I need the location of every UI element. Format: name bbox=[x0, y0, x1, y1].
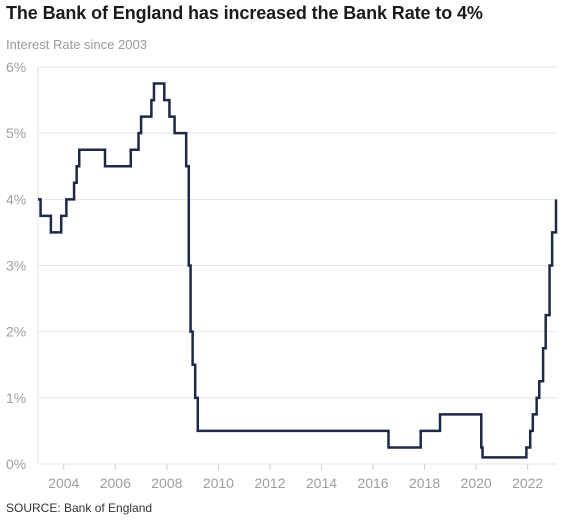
series-layer bbox=[38, 82, 558, 459]
series-line-bank-rate bbox=[38, 82, 558, 459]
chart-title: The Bank of England has increased the Ba… bbox=[6, 3, 483, 23]
x-tick-label: 2016 bbox=[357, 475, 388, 491]
gridlines bbox=[37, 66, 556, 465]
x-tick-label: 2020 bbox=[461, 475, 492, 491]
x-tick-label: 2012 bbox=[254, 475, 285, 491]
x-tick-label: 2006 bbox=[100, 475, 131, 491]
x-tick-label: 2004 bbox=[48, 475, 79, 491]
y-tick-label: 6% bbox=[6, 59, 26, 75]
interest-rate-chart: 0%1%2%3%4%5%6% 2004 2006 2008 2010 2012 2014 2… bbox=[6, 59, 558, 491]
y-tick-label: 2% bbox=[6, 324, 26, 340]
y-tick-label: 1% bbox=[6, 390, 26, 406]
x-tick-label: 2018 bbox=[409, 475, 440, 491]
source-note: SOURCE: Bank of England bbox=[6, 501, 153, 515]
y-tick-label: 0% bbox=[6, 456, 26, 472]
y-tick-label: 5% bbox=[6, 125, 26, 141]
x-tick-label: 2022 bbox=[512, 475, 543, 491]
chart-subtitle: Interest Rate since 2003 bbox=[6, 37, 147, 52]
y-tick-label: 4% bbox=[6, 191, 26, 207]
x-tick-label: 2014 bbox=[306, 475, 337, 491]
y-axis-labels: 0% 1% 2% 3% 4% 5% 6% bbox=[6, 59, 26, 472]
x-tick-label: 2010 bbox=[203, 475, 234, 491]
y-tick-label: 3% bbox=[6, 258, 26, 274]
x-axis-labels: 2004 2006 2008 2010 2012 2014 2016 2018 2020 2022 bbox=[48, 475, 543, 491]
x-tick-label: 2008 bbox=[151, 475, 182, 491]
x-axis-ticks bbox=[63, 464, 529, 470]
